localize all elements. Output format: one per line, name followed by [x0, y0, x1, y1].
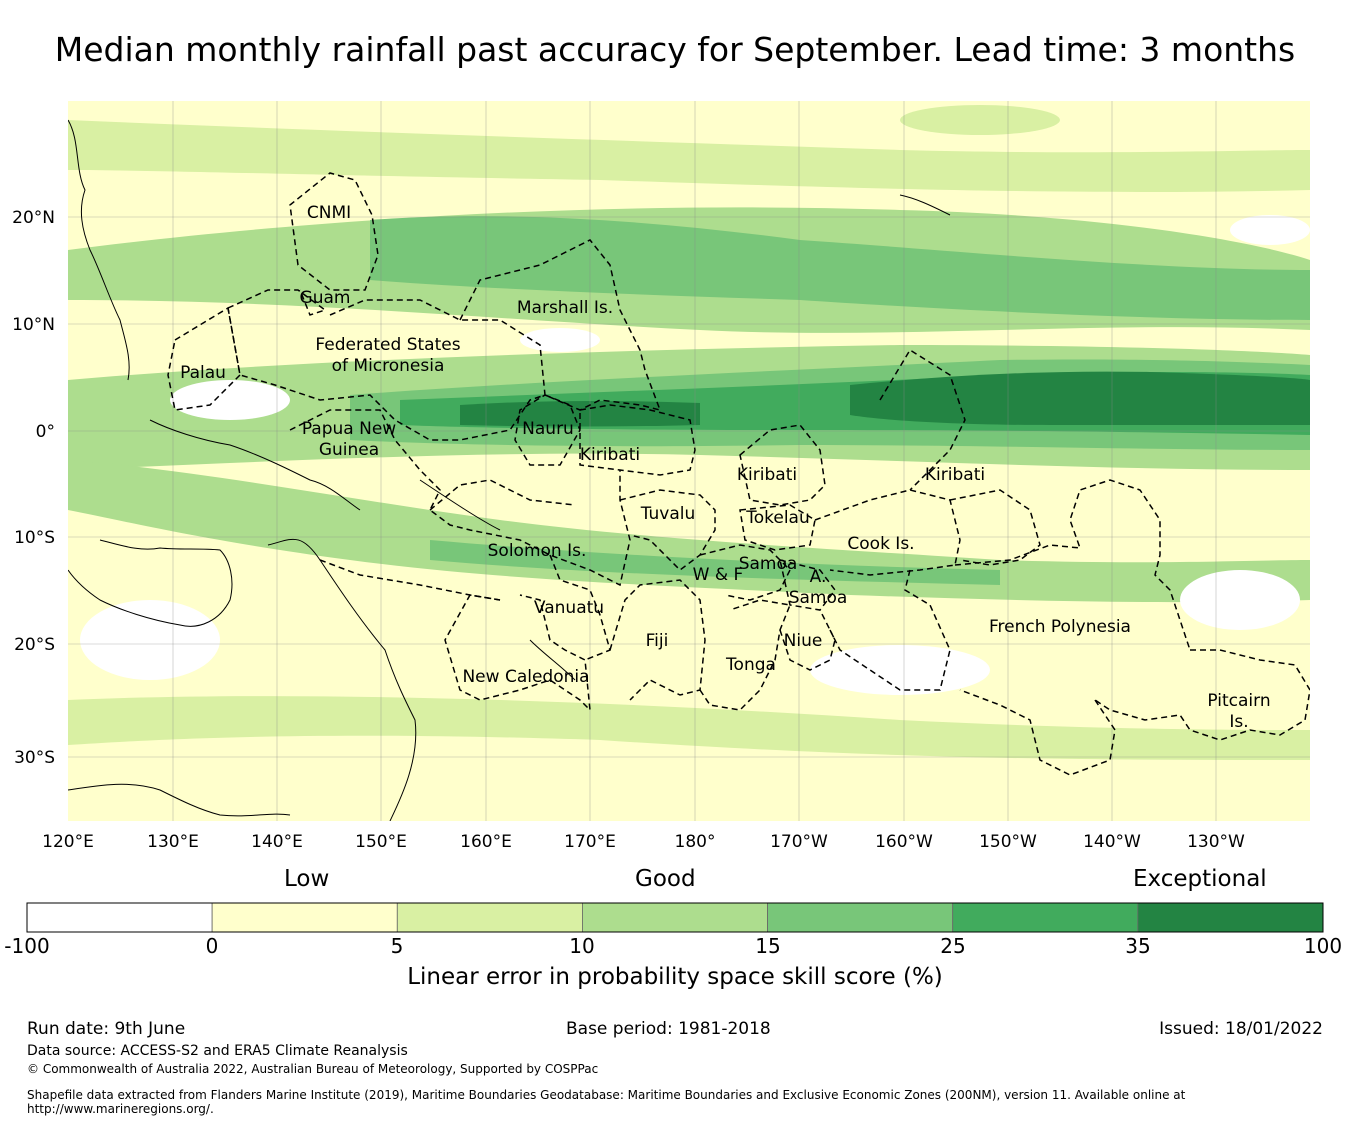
lat-label: 20°S [14, 635, 55, 655]
colorbar [26, 902, 1324, 933]
data-source: Data source: ACCESS-S2 and ERA5 Climate … [27, 1043, 408, 1059]
region-label-fsm-1: Federated States [315, 335, 460, 355]
lon-label: 130°E [147, 832, 199, 852]
region-label-cook: Cook Is. [847, 534, 914, 554]
coastlines [68, 119, 951, 821]
colorbar-swatch [396, 902, 583, 933]
map-svg: 120°E 130°E 140°E 150°E 160°E 170°E 180°… [12, 101, 1310, 852]
region-label-guam: Guam [300, 288, 351, 308]
base-period: Base period: 1981-2018 [566, 1019, 771, 1039]
region-label-niue: Niue [784, 631, 823, 651]
colorbar-swatch [767, 902, 954, 933]
colorbar-title: Linear error in probability space skill … [407, 964, 943, 990]
shapefile-credit: Shapefile data extracted from Flanders M… [27, 1088, 1186, 1102]
colorbar-tick: 10 [569, 934, 595, 958]
colorbar-swatch [952, 902, 1139, 933]
region-label-cnmi: CNMI [307, 203, 351, 223]
lat-label: 30°S [14, 748, 55, 768]
map-panel: 120°E 130°E 140°E 150°E 160°E 170°E 180°… [12, 101, 1310, 852]
region-label-wallis-futuna: W & F [693, 565, 744, 585]
region-label-american-samoa-1: A. [810, 567, 827, 587]
region-label-tuvalu: Tuvalu [640, 504, 696, 524]
region-label-tokelau: Tokelau [745, 508, 810, 528]
region-label-new-caledonia: New Caledonia [462, 667, 589, 687]
region-label-png-2: Guinea [319, 440, 379, 460]
colorbar-tick: 100 [1303, 934, 1343, 958]
colorbar-tick: 15 [755, 934, 781, 958]
colorbar-tick: 5 [390, 934, 404, 958]
region-label-png-1: Papua New [302, 419, 396, 439]
region-label-kiribati-east: Kiribati [925, 465, 985, 485]
lon-label: 120°E [42, 832, 94, 852]
colorbar-tick: -100 [4, 934, 50, 958]
region-label-fsm-2: of Micronesia [332, 356, 445, 376]
region-label-tonga: Tonga [725, 655, 776, 675]
lon-label: 160°E [460, 832, 512, 852]
colorbar-tick: 25 [940, 934, 966, 958]
region-label-kiribati-central: Kiribati [737, 465, 797, 485]
region-label-french-polynesia: French Polynesia [989, 617, 1131, 637]
skill-bands [68, 105, 1310, 760]
lon-label: 170°W [770, 832, 828, 852]
region-labels: CNMI Guam Marshall Is. Federated States … [180, 203, 1271, 732]
region-label-kiribati-west: Kiribati [580, 445, 640, 465]
lat-label: 0° [36, 422, 55, 442]
region-label-solomon: Solomon Is. [488, 541, 587, 561]
lon-label: 140°W [1083, 832, 1141, 852]
eez-boundaries [167, 172, 1310, 776]
issued-date: Issued: 18/01/2022 [1159, 1019, 1323, 1039]
copyright: © Commonwealth of Australia 2022, Austra… [27, 1062, 599, 1076]
lat-axis: 20°N 10°N 0° 10°S 20°S 30°S [12, 208, 55, 768]
region-label-pitcairn-1: Pitcairn [1207, 691, 1270, 711]
lat-label: 10°S [14, 528, 55, 548]
shapefile-url: http://www.marineregions.org/. [27, 1102, 214, 1116]
region-label-american-samoa-2: Samoa [789, 588, 848, 608]
lon-label: 160°W [875, 832, 933, 852]
region-label-nauru: Nauru [522, 419, 574, 439]
lon-label: 130°W [1187, 832, 1245, 852]
lat-label: 10°N [12, 315, 55, 335]
colorbar-swatch [582, 902, 768, 933]
colorbar-category-exceptional: Exceptional [1133, 866, 1267, 892]
colorbar-swatch [1137, 902, 1324, 933]
lon-label: 140°E [251, 832, 303, 852]
lon-label: 150°W [979, 832, 1037, 852]
colorbar-tick: 35 [1125, 934, 1151, 958]
region-label-marshall: Marshall Is. [517, 298, 613, 318]
region-label-pitcairn-2: Is. [1229, 712, 1248, 732]
page-title: Median monthly rainfall past accuracy fo… [54, 30, 1296, 69]
colorbar-swatch [211, 902, 398, 933]
lon-axis: 120°E 130°E 140°E 150°E 160°E 170°E 180°… [42, 832, 1245, 852]
colorbar-swatch [26, 902, 213, 933]
colorbar-tick: 0 [205, 934, 219, 958]
run-date: Run date: 9th June [27, 1019, 186, 1039]
region-label-fiji: Fiji [646, 631, 669, 651]
region-label-samoa: Samoa [739, 554, 798, 574]
lon-label: 180° [675, 832, 716, 852]
colorbar-category-good: Good [635, 866, 696, 892]
lon-label: 170°E [564, 832, 616, 852]
region-label-vanuatu: Vanuatu [534, 598, 604, 618]
lat-label: 20°N [12, 208, 55, 228]
region-label-palau: Palau [180, 363, 226, 383]
gridlines [68, 101, 1310, 821]
colorbar-category-low: Low [284, 866, 330, 892]
lon-label: 150°E [355, 832, 407, 852]
